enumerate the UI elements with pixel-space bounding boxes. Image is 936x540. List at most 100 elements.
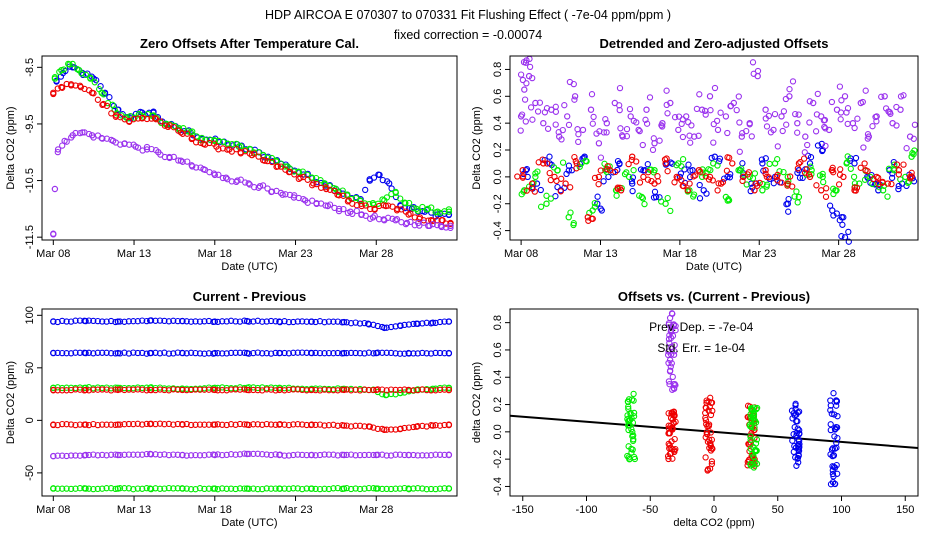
data-point: [58, 83, 65, 91]
data-point: [54, 148, 61, 156]
data-point: [726, 174, 734, 181]
data-point: [813, 182, 820, 189]
data-point: [219, 387, 226, 394]
data-point: [383, 194, 391, 201]
data-point: [442, 224, 450, 231]
data-point: [416, 222, 423, 229]
data-point: [641, 200, 648, 208]
data-point: [575, 138, 582, 146]
data-point: [152, 317, 159, 324]
data-point: [107, 485, 115, 492]
data-point: [571, 93, 579, 100]
data-point: [526, 63, 534, 71]
data-point: [401, 484, 408, 492]
data-point: [793, 462, 800, 469]
data-point: [629, 437, 637, 445]
data-point: [666, 430, 673, 437]
data-point: [224, 140, 231, 147]
x-axis-label: delta CO2 (ppm): [673, 517, 754, 529]
data-point: [564, 113, 571, 120]
chart-panel-p4: Offsets vs. (Current - Previous) Prev. De…: [471, 289, 919, 529]
data-point: [353, 207, 360, 215]
data-point: [50, 349, 57, 357]
data-point: [407, 218, 414, 226]
data-point: [347, 451, 355, 458]
data-point: [143, 420, 150, 428]
data-point: [396, 485, 404, 492]
data-point: [54, 387, 61, 394]
data-point: [241, 317, 248, 324]
data-point: [62, 67, 69, 75]
data-point: [370, 386, 377, 394]
data-point: [623, 125, 631, 133]
data-point: [374, 451, 381, 458]
data-point: [550, 164, 558, 171]
data-point: [263, 386, 270, 393]
data-point: [791, 424, 798, 431]
data-point: [335, 192, 343, 199]
data-point: [290, 318, 297, 326]
data-point: [396, 451, 404, 458]
x-axis: Mar 08 Mar 13 Mar 18 Mar 23 Mar 28: [504, 240, 856, 260]
cluster-blue-x-94: [827, 390, 841, 488]
data-point: [309, 182, 316, 189]
data-point: [749, 59, 757, 66]
data-point: [396, 386, 404, 394]
data-point: [214, 421, 221, 428]
data-point: [544, 160, 551, 167]
data-point: [72, 452, 79, 459]
y-tick-label: -0.2: [492, 450, 504, 469]
data-point: [780, 168, 787, 176]
data-point: [562, 180, 569, 187]
data-point: [81, 349, 88, 356]
y-tick-label: -9.5: [24, 114, 36, 133]
data-point: [845, 238, 852, 245]
chart-title: Detrended and Zero-adjusted Offsets: [600, 36, 829, 51]
data-point: [67, 350, 75, 357]
data-point: [854, 115, 861, 122]
data-point: [441, 386, 448, 393]
data-point: [445, 421, 453, 429]
data-point: [839, 221, 846, 228]
data-point: [803, 166, 810, 173]
data-point: [334, 452, 341, 459]
data-point: [59, 349, 66, 357]
data-point: [829, 467, 836, 474]
data-point: [523, 187, 530, 194]
data-point: [705, 421, 713, 428]
data-point: [873, 118, 880, 125]
data-point: [99, 451, 106, 459]
data-point: [267, 421, 275, 428]
figure-subtitle: fixed correction = -0.00074: [394, 28, 542, 42]
data-point: [387, 386, 395, 393]
data-point: [672, 382, 679, 389]
data-point: [407, 210, 414, 217]
data-point: [232, 386, 239, 393]
data-point: [655, 178, 662, 185]
data-point: [156, 485, 164, 492]
data-point: [352, 349, 359, 357]
data-point: [910, 151, 917, 158]
data-point: [156, 386, 164, 393]
data-point: [707, 429, 714, 436]
data-point: [63, 318, 70, 325]
data-point: [522, 118, 529, 125]
data-point: [90, 485, 97, 493]
y-tick-label: 0.8: [492, 62, 504, 77]
data-point: [214, 451, 221, 458]
data-point: [767, 129, 775, 136]
data-point: [285, 421, 293, 429]
data-point: [347, 349, 355, 357]
data-point: [60, 66, 67, 73]
data-point: [525, 72, 533, 80]
data-point: [125, 451, 133, 458]
data-point: [103, 485, 110, 492]
data-point: [797, 158, 804, 166]
data-point: [165, 318, 173, 325]
data-point: [54, 452, 61, 459]
data-point: [895, 166, 903, 174]
data-point: [665, 378, 673, 385]
data-point: [299, 349, 306, 356]
data-point: [724, 129, 731, 137]
data-point: [427, 485, 435, 493]
